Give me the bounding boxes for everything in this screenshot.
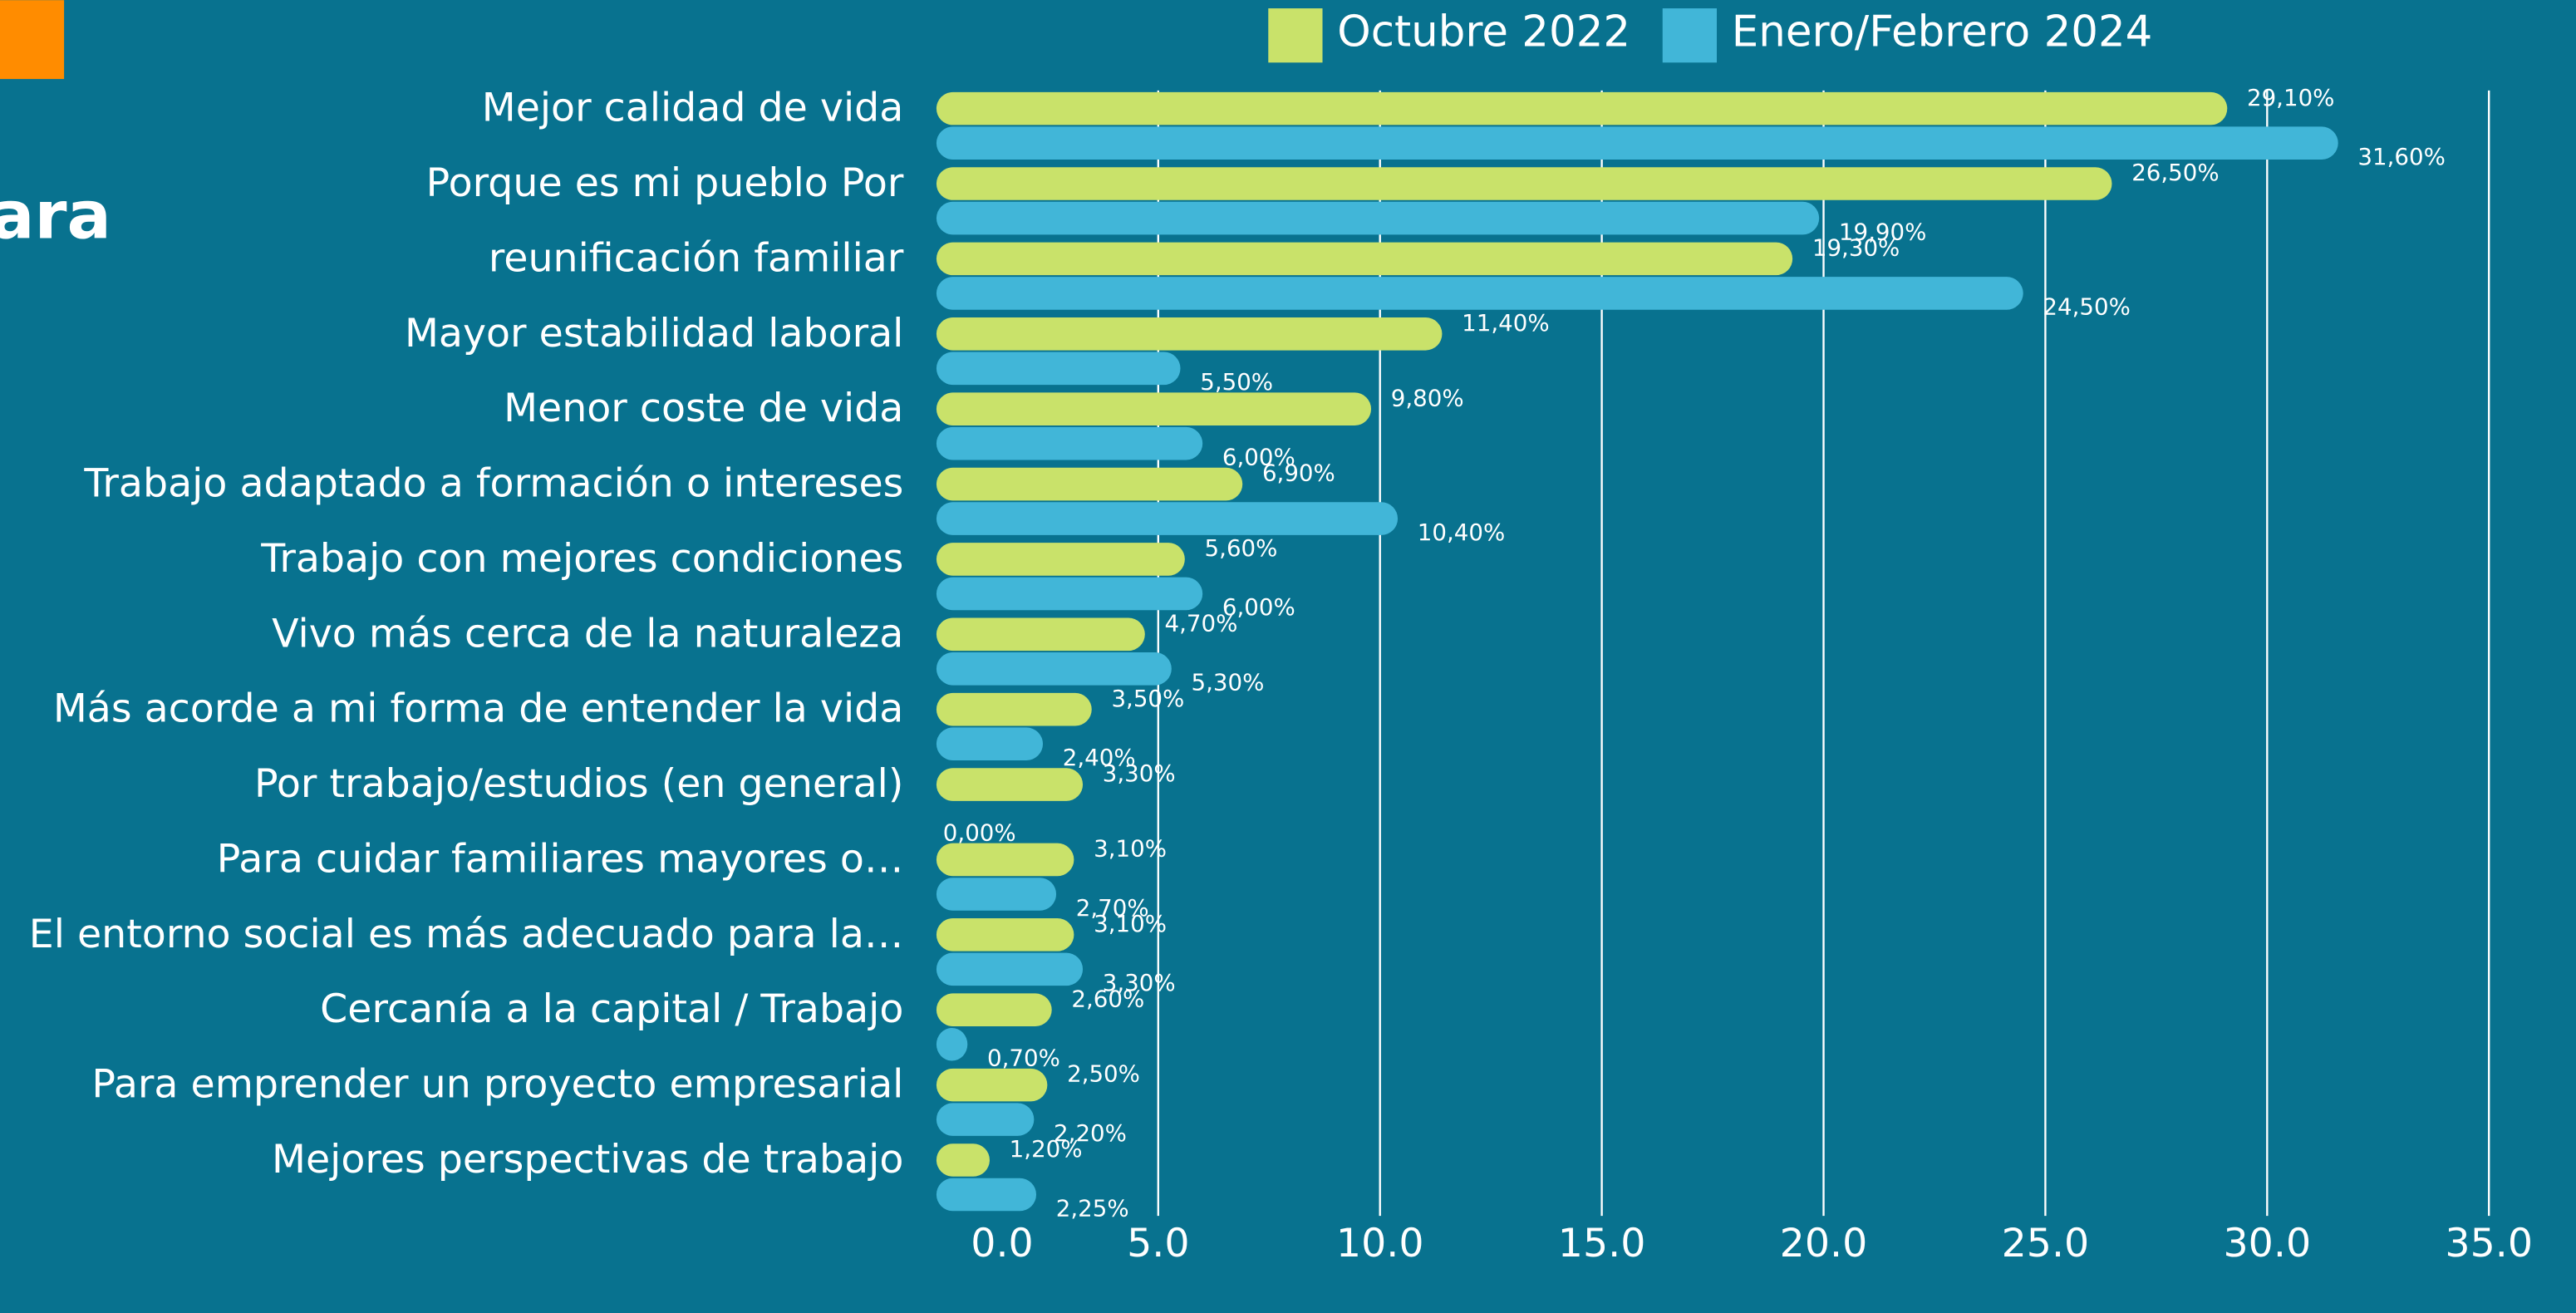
bar [936,317,1443,351]
bar [936,352,1181,386]
legend-label: Octubre 2022 [1337,7,1630,57]
value-label: 11,40% [1462,309,1549,337]
category-label: Porque es mi pueblo Por [426,160,904,206]
legend-swatch [1268,8,1323,63]
bar [936,467,1243,501]
chart-title: ara [0,178,111,254]
value-label: 3,10% [1094,835,1167,863]
value-label: 10,40% [1418,519,1505,546]
category-label: reunificación familiar [489,235,904,281]
value-label: 6,90% [1262,460,1335,487]
value-label: 0,70% [987,1045,1060,1072]
value-label: 29,10% [2247,84,2334,111]
value-label: 2,40% [1063,744,1136,771]
bar [936,768,1084,801]
value-label: 26,50% [2131,159,2219,186]
category-label: Cercanía a la capital / Trabajo [320,986,903,1032]
value-label: 6,00% [1222,443,1295,470]
x-tick-label: 35.0 [2445,1221,2533,1266]
bar [936,692,1092,726]
value-label: 5,30% [1192,669,1265,696]
category-label: Mayor estabilidad laboral [405,311,903,357]
x-tick-label: 10.0 [1336,1221,1424,1266]
value-label: 24,50% [2043,293,2130,321]
bar [936,201,1820,235]
bar [936,502,1399,535]
category-label: Por trabajo/estudios (en general) [254,761,903,807]
category-label: Para emprender un proyecto empresarial [91,1062,903,1108]
bar [936,652,1172,686]
x-tick-label: 25.0 [2002,1221,2090,1266]
bar [936,1103,1035,1136]
bar [936,426,1203,460]
bar [936,277,2023,310]
bar [936,1027,968,1061]
legend-swatch [1662,8,1718,63]
value-label: 2,70% [1076,894,1149,922]
value-label: 9,80% [1391,384,1464,411]
bar [936,1178,1037,1212]
x-tick-label: 20.0 [1780,1221,1868,1266]
bar [936,843,1074,877]
category-label: Mejores perspectivas de trabajo [272,1137,903,1183]
category-label: El entorno social es más adecuado para l… [29,912,904,957]
x-tick-label: 30.0 [2224,1221,2312,1266]
bar [936,1143,990,1177]
bar [936,577,1203,611]
value-label: 2,50% [1067,1060,1140,1088]
bar [936,242,1793,276]
value-label: 2,20% [1054,1119,1127,1147]
value-label: 5,50% [1200,368,1273,396]
bar [936,126,2338,160]
bar [936,878,1057,911]
value-label: 3,30% [1103,760,1176,787]
value-label: 0,00% [943,819,1016,846]
bar [936,952,1084,986]
bar [936,543,1185,576]
value-label: 2,60% [1071,985,1144,1012]
value-label: 4,70% [1165,609,1238,637]
value-label: 6,00% [1222,593,1295,621]
bar [936,1068,1048,1102]
category-label: Trabajo adaptado a formación o intereses [83,461,903,507]
category-label: Mejor calidad de vida [482,86,904,131]
x-tick-label: 5.0 [1127,1221,1189,1266]
bar [936,392,1372,425]
category-label: Más acorde a mi forma de entender la vid… [53,686,903,732]
value-label: 5,60% [1205,534,1278,562]
value-label: 31,60% [2357,143,2445,170]
bar [936,91,2228,125]
legend-label: Enero/Febrero 2024 [1732,7,2153,57]
bar [936,918,1074,952]
category-label: Vivo más cerca de la naturaleza [272,611,903,656]
value-label: 3,50% [1111,685,1184,712]
value-label: 19,30% [1812,234,1900,262]
value-label: 2,25% [1056,1194,1129,1222]
value-label: 3,10% [1094,910,1167,937]
x-tick-label: 15.0 [1558,1221,1646,1266]
x-tick-label: 0.0 [971,1221,1033,1266]
bar [936,727,1044,760]
category-label: Trabajo con mejores condiciones [260,536,903,582]
value-label: 19,90% [1839,218,1926,245]
bar [936,167,2112,200]
category-label: Menor coste de vida [504,386,903,431]
value-label: 3,30% [1103,969,1176,996]
value-label: 1,20% [1010,1135,1083,1163]
bar [936,993,1052,1026]
bar [936,617,1145,652]
category-label: Para cuidar familiares mayores o… [217,836,904,882]
accent-square [0,0,65,80]
